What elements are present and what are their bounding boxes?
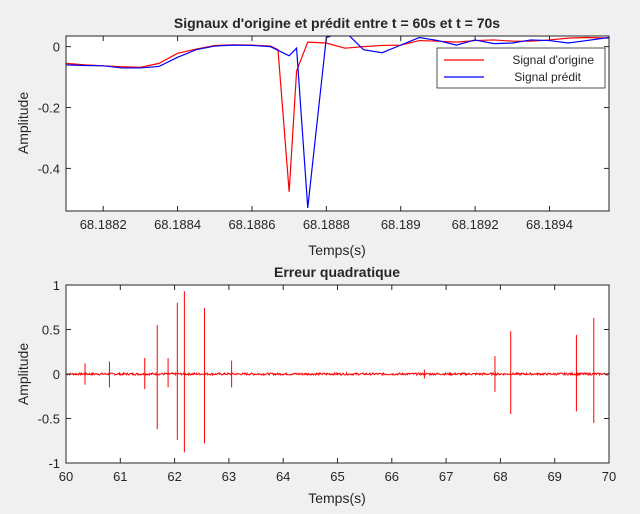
top-plot-xtick-label: 68.1884 xyxy=(154,217,201,232)
series-line-signal-origine xyxy=(66,36,609,192)
bottom-plot-xtick-label: 60 xyxy=(59,469,73,484)
top-plot-xtick-label: 68.1882 xyxy=(80,217,127,232)
top-plot-xtick-label: 68.1894 xyxy=(526,217,573,232)
bottom-plot-ytick-label: -0.5 xyxy=(38,412,60,427)
bottom-plot-xtick-label: 65 xyxy=(330,469,344,484)
bottom-plot-xtick-label: 69 xyxy=(547,469,561,484)
top-plot-xtick-label: 68.1892 xyxy=(452,217,499,232)
legend-label-signal-origine: Signal d'origine xyxy=(512,53,594,67)
top-plot-title: Signaux d'origine et prédit entre t = 60… xyxy=(174,15,500,31)
legend-label-signal-predit: Signal prédit xyxy=(514,70,581,84)
error-baseline xyxy=(66,371,609,377)
bottom-plot-xtick-label: 70 xyxy=(602,469,616,484)
bottom-plot-xtick-label: 64 xyxy=(276,469,290,484)
top-plot: Signaux d'origine et prédit entre t = 60… xyxy=(15,15,610,258)
bottom-plot-lines xyxy=(66,291,609,453)
top-plot-ytick-label: -0.2 xyxy=(38,101,60,116)
legend-box xyxy=(436,47,606,89)
top-plot-xlabel: Temps(s) xyxy=(308,242,366,258)
top-plot-ytick-label: 0 xyxy=(53,40,60,55)
top-plot-xtick-label: 68.189 xyxy=(381,217,421,232)
top-plot-xtick-label: 68.1886 xyxy=(228,217,275,232)
bottom-plot-xticks: 60 61 62 63 64 65 66 67 68 69 70 xyxy=(59,285,616,484)
bottom-plot-xtick-label: 66 xyxy=(385,469,399,484)
bottom-plot-xtick-label: 68 xyxy=(493,469,507,484)
bottom-plot-xtick-label: 63 xyxy=(222,469,236,484)
bottom-plot-ytick-label: 0.5 xyxy=(42,323,60,338)
bottom-plot-xtick-label: 67 xyxy=(439,469,453,484)
bottom-plot-xtick-label: 62 xyxy=(167,469,181,484)
bottom-plot-ytick-label: 0 xyxy=(53,367,60,382)
bottom-plot-xlabel: Temps(s) xyxy=(308,490,366,506)
top-plot-ytick-label: -0.4 xyxy=(38,161,60,176)
top-plot-xtick-label: 68.1888 xyxy=(303,217,350,232)
bottom-plot-ytick-label: -1 xyxy=(48,456,60,471)
top-plot-legend: Signal d'origine Signal prédit xyxy=(436,47,606,89)
bottom-plot: Erreur quadratique 60 61 62 63 64 65 66 67 68 69 7… xyxy=(15,264,616,506)
top-plot-ylabel: Amplitude xyxy=(15,92,31,154)
bottom-plot-yticks: 1 0.5 0 -0.5 -1 xyxy=(38,278,609,471)
bottom-plot-xtick-label: 61 xyxy=(113,469,127,484)
bottom-plot-ytick-label: 1 xyxy=(53,278,60,293)
top-plot-xticks: 68.1882 68.1884 68.1886 68.1888 68.189 68.189… xyxy=(80,36,573,232)
top-plot-frame xyxy=(65,35,610,212)
bottom-plot-ylabel: Amplitude xyxy=(15,343,31,405)
top-plot-yticks: 0 -0.2 -0.4 xyxy=(38,40,609,176)
bottom-plot-title: Erreur quadratique xyxy=(274,264,400,280)
